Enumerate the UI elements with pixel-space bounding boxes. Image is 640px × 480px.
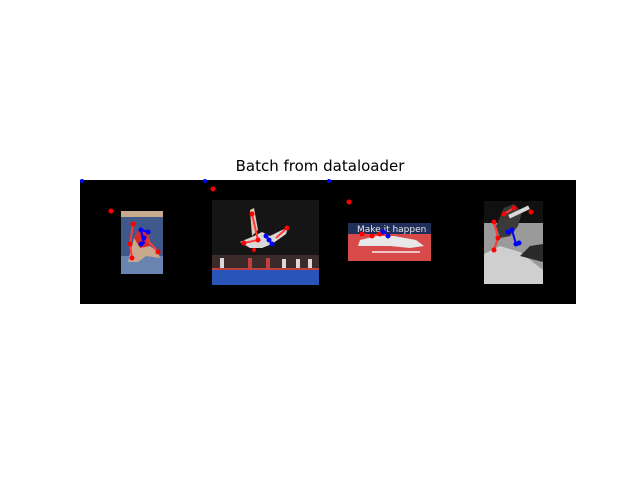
keypoint-left <box>359 231 365 237</box>
photo-banner-text: Make it happen <box>357 225 426 235</box>
keypoint-left <box>130 221 136 227</box>
keypoint-left <box>528 209 534 215</box>
keypoint-left <box>501 211 507 217</box>
keypoint-right <box>145 229 151 235</box>
keypoint-left <box>129 255 135 261</box>
spectator <box>282 259 286 268</box>
spectator <box>296 259 300 268</box>
spectator <box>220 258 224 268</box>
keypoint-left <box>255 237 261 243</box>
keypoint-left <box>155 249 161 255</box>
keypoint-right <box>138 227 144 233</box>
photo-banner <box>348 223 431 234</box>
pose-skeleton <box>210 186 290 252</box>
keypoint-right <box>269 241 275 247</box>
keypoint-right <box>263 233 269 239</box>
limb-line <box>493 221 499 239</box>
keypoint-right <box>380 229 386 235</box>
photo-ramp <box>484 246 543 284</box>
keypoint-left <box>241 240 247 246</box>
figure-title: Batch from dataloader <box>235 157 405 175</box>
keypoint-right <box>141 235 147 241</box>
limb-line <box>129 223 134 245</box>
photo-floor-edge <box>212 268 319 270</box>
keypoint-left <box>284 225 290 231</box>
keypoint-left <box>252 248 256 252</box>
photo-skateboard <box>508 205 530 219</box>
keypoint-left <box>491 247 497 253</box>
keypoint-left <box>369 233 375 239</box>
keypoint-left <box>210 186 216 192</box>
photo-floor <box>212 270 319 285</box>
keypoint-left <box>495 235 501 241</box>
pose-skeleton <box>108 208 161 261</box>
photo-rocks <box>520 244 543 262</box>
keypoint-right <box>385 233 391 239</box>
batch-image-4 <box>484 201 543 284</box>
keypoint-left <box>511 205 517 211</box>
keypoint-right <box>509 227 515 233</box>
photo-mat <box>121 211 163 217</box>
keypoint-right <box>80 179 84 183</box>
keypoint-right <box>327 179 331 183</box>
keypoint-left <box>346 199 352 205</box>
photo-gymnast <box>240 228 288 248</box>
limb-line <box>251 213 259 241</box>
keypoint-left <box>127 241 133 247</box>
batch-image-1 <box>80 179 163 274</box>
keypoint-right <box>203 179 207 183</box>
keypoint-right <box>516 240 522 246</box>
keypoint-right <box>138 241 144 247</box>
photo-athlete <box>358 236 424 248</box>
spectator <box>308 259 312 268</box>
spectator <box>266 258 270 268</box>
keypoint-left <box>108 208 114 214</box>
spectator <box>248 258 252 268</box>
pose-skeleton <box>491 205 534 253</box>
photo-stands <box>212 255 319 270</box>
pose-skeleton <box>346 199 391 239</box>
keypoint-left <box>249 211 255 217</box>
keypoint-left <box>491 219 497 225</box>
keypoint-right <box>505 229 511 235</box>
photo-spectators <box>220 258 312 268</box>
batch-image-2 <box>203 179 319 285</box>
batch-image-3: Make it happen <box>327 179 431 261</box>
keypoint-right <box>266 237 272 243</box>
